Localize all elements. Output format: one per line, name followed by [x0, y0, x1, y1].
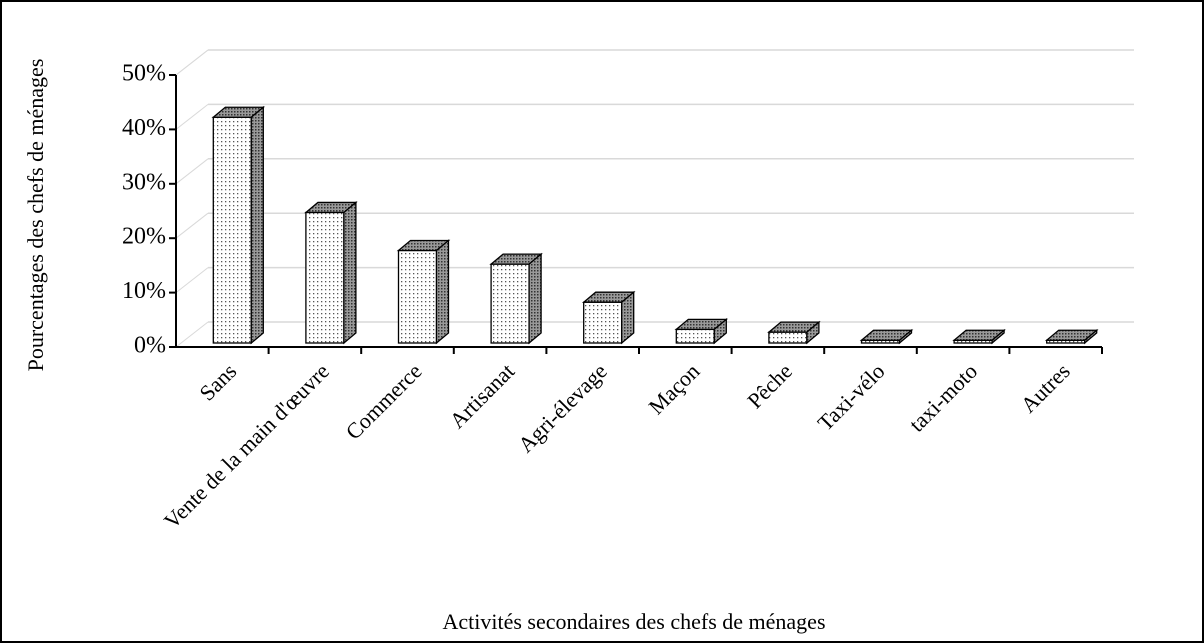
- y-tick-label: 20%: [122, 224, 166, 250]
- grid-diag: [175, 212, 209, 239]
- bar: [212, 116, 252, 344]
- y-tick-label: 10%: [122, 278, 166, 304]
- bar: [768, 331, 808, 344]
- bar-side: [435, 239, 450, 345]
- bar-side: [806, 320, 820, 345]
- bar-side: [713, 318, 727, 345]
- bar-side: [991, 328, 1005, 345]
- bar-side: [898, 328, 913, 345]
- bar-side: [621, 290, 635, 345]
- bar: [675, 328, 715, 344]
- y-tick-label: 50%: [122, 61, 166, 87]
- bar-side: [343, 201, 357, 345]
- y-axis-title: Pourcentages des chefs de ménages: [23, 59, 48, 372]
- bar: [490, 263, 530, 344]
- bar: [305, 211, 345, 344]
- bar: [397, 249, 438, 344]
- grid-diag: [175, 104, 209, 130]
- grid-diag: [175, 321, 209, 348]
- y-tick-label: 40%: [122, 115, 166, 141]
- grid-diag: [175, 49, 209, 76]
- x-axis-title: Activités secondaires des chefs de ménag…: [442, 609, 825, 634]
- y-tick-label: 30%: [122, 169, 166, 195]
- bar-side: [528, 252, 542, 345]
- bar-side: [250, 105, 264, 345]
- grid-diag: [175, 158, 209, 185]
- bar: [583, 301, 623, 344]
- bar-side: [1084, 328, 1098, 345]
- y-tick-label: 0%: [134, 333, 166, 359]
- grid-diag: [175, 267, 209, 293]
